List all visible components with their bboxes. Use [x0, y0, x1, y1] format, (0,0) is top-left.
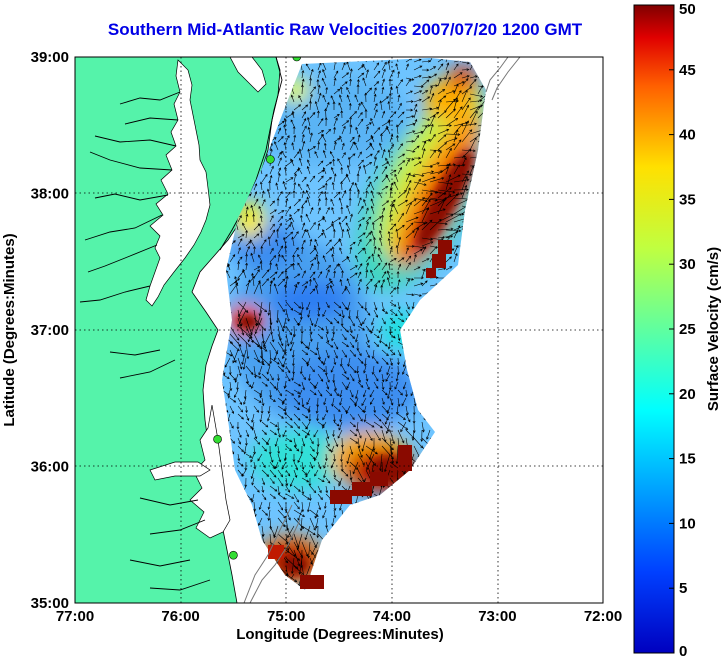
chart-title: Southern Mid-Atlantic Raw Velocities 200…	[107, 20, 583, 39]
shore-station-marker	[266, 155, 275, 164]
shore-station-marker	[229, 550, 238, 560]
rivers	[79, 91, 211, 591]
colorbar-tick-label: 0	[679, 643, 687, 659]
colorbar-label: Surface Velocity (cm/s)	[705, 247, 722, 411]
barrier-coast	[219, 57, 283, 251]
grid-lines	[75, 57, 603, 603]
x-tick-label: 72:00	[584, 608, 622, 625]
delaware-bay	[229, 57, 267, 93]
edge-cells	[268, 240, 452, 589]
velocity-field	[222, 58, 486, 590]
x-tick-label: 76:00	[161, 608, 199, 625]
pamlico-sound	[189, 404, 231, 539]
isobaths	[243, 57, 521, 603]
colorbar-tick-label: 25	[679, 321, 696, 338]
x-axis-label: Longitude (Degrees:Minutes)	[236, 626, 444, 643]
x-tick-label: 74:00	[373, 608, 411, 625]
colorbar-tick-label: 10	[679, 515, 696, 532]
y-tick-label: 35:00	[31, 595, 69, 612]
shore-station-marker	[213, 434, 222, 444]
plot-frame	[74, 56, 604, 604]
colorbar	[633, 4, 675, 654]
y-tick-label: 36:00	[31, 459, 69, 476]
chesapeake-bay	[145, 59, 211, 307]
shore-stations	[213, 57, 302, 560]
x-tick-label: 77:00	[56, 608, 94, 625]
albemarle-sound	[149, 461, 211, 481]
colorbar-tick-label: 30	[679, 256, 696, 273]
colorbar-tick-label: 45	[679, 62, 696, 79]
x-tick-label: 73:00	[478, 608, 516, 625]
colorbar-tick-label: 35	[679, 191, 696, 208]
y-tick-label: 38:00	[31, 186, 69, 203]
y-axis-label: Latitude (Degrees:Minutes)	[1, 233, 18, 426]
colorbar-tick-label: 40	[679, 127, 696, 144]
land-mass	[75, 57, 281, 603]
y-tick-label: 39:00	[31, 49, 69, 66]
shore-station-marker	[292, 57, 302, 62]
y-tick-labels: 39:00 38:00 37:00 36:00 35:00	[31, 49, 69, 612]
colorbar-tick-label: 20	[679, 386, 696, 403]
x-tick-label: 75:00	[267, 608, 305, 625]
colorbar-tick-label: 15	[679, 451, 696, 468]
y-tick-label: 37:00	[31, 322, 69, 339]
colorbar-tick-label: 50	[679, 1, 696, 18]
colorbar-tick-label: 5	[679, 580, 687, 597]
x-tick-labels: 77:00 76:00 75:00 74:00 73:00 72:00	[56, 608, 622, 625]
